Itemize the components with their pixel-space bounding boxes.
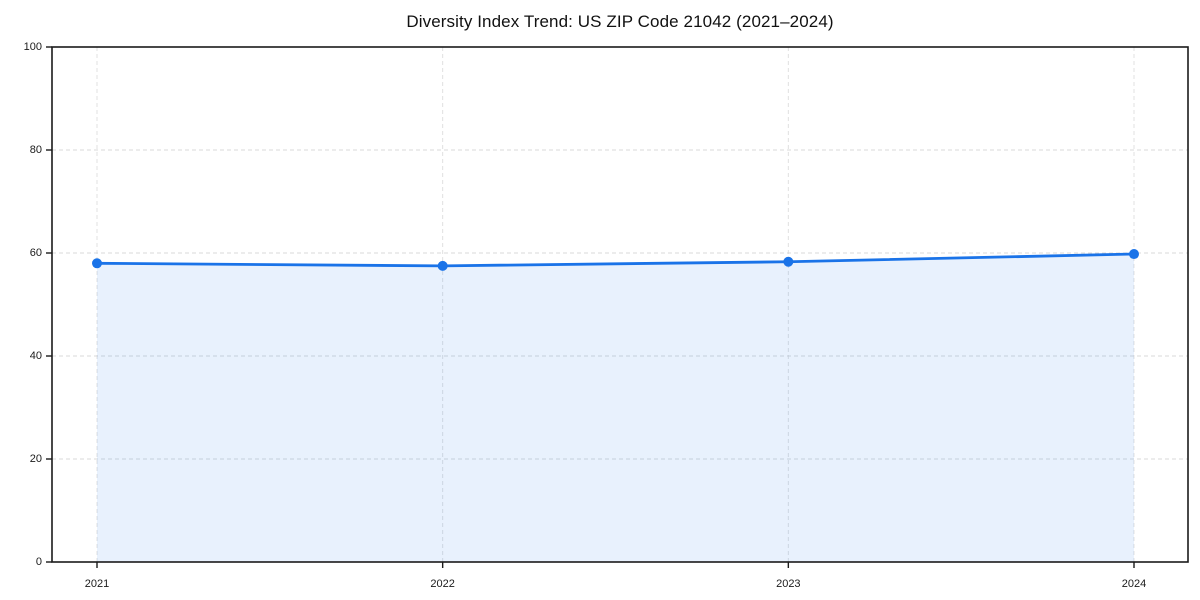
y-tick-label: 20 xyxy=(30,453,42,465)
area-fill xyxy=(97,254,1134,562)
x-tick-label: 2023 xyxy=(776,578,800,590)
y-tick-label: 60 xyxy=(30,247,42,259)
data-point-marker xyxy=(783,256,794,267)
data-point-marker xyxy=(437,260,448,271)
data-point-marker xyxy=(1129,249,1139,260)
x-tick-label: 2021 xyxy=(85,578,109,590)
x-tick-label: 2024 xyxy=(1122,578,1146,590)
y-tick-label: 40 xyxy=(30,350,42,362)
y-tick-label: 80 xyxy=(30,144,42,156)
chart-title: Diversity Index Trend: US ZIP Code 21042… xyxy=(406,12,834,31)
data-point-marker xyxy=(92,258,102,269)
plot-border xyxy=(51,46,1189,563)
y-tick-label: 0 xyxy=(36,556,42,568)
x-tick-label: 2022 xyxy=(430,578,454,590)
y-tick-label: 100 xyxy=(24,41,42,53)
trend-line xyxy=(95,252,1136,268)
